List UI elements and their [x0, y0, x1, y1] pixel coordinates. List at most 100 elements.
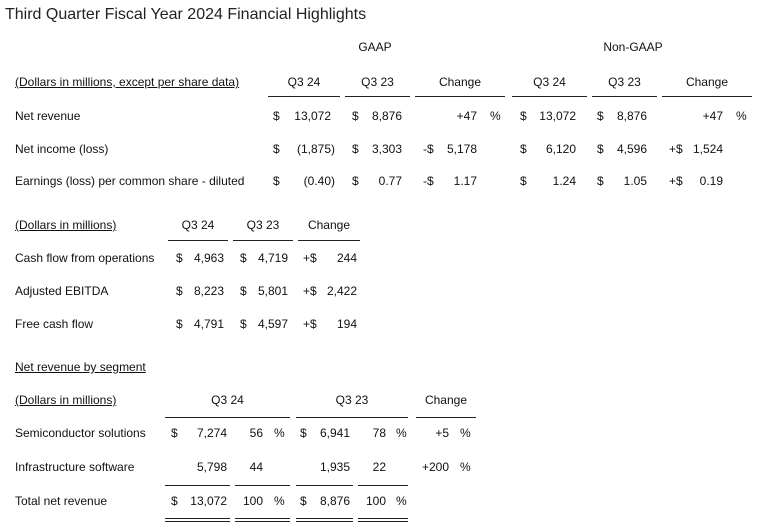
- total-double-rule: [358, 518, 408, 522]
- row-label: Free cash flow: [15, 317, 94, 331]
- sec3-col-q3-23: Q3 23: [335, 393, 369, 407]
- currency-symbol: $: [300, 494, 307, 508]
- header-rule: [512, 96, 587, 97]
- row-label: Adjusted EBITDA: [15, 284, 109, 298]
- currency-symbol: $: [273, 174, 280, 188]
- currency-symbol: $: [240, 251, 247, 265]
- row-label: Net income (loss): [15, 142, 109, 156]
- header-rule: [233, 240, 293, 241]
- percent-symbol: %: [396, 494, 407, 508]
- gaap-change-value: +47: [456, 109, 477, 123]
- percent-symbol: %: [460, 426, 471, 440]
- header-rule: [345, 96, 410, 97]
- currency-symbol: $: [240, 284, 247, 298]
- currency-symbol: $: [597, 174, 604, 188]
- percent-symbol: %: [460, 460, 471, 474]
- q3-24-value: 7,274: [196, 426, 227, 440]
- total-double-rule: [165, 518, 230, 522]
- header-rule: [415, 96, 505, 97]
- change-sign: -$: [423, 142, 434, 156]
- gaap-q3-23-value: 0.77: [378, 174, 402, 188]
- nongaap-q3-23-value: 8,876: [616, 109, 647, 123]
- nongaap-col-change: Change: [685, 75, 729, 89]
- total-double-rule: [235, 518, 290, 522]
- sec2-col-q3-24: Q3 24: [181, 218, 215, 232]
- header-rule: [268, 96, 340, 97]
- gaap-q3-24-value: (1,875): [296, 142, 335, 156]
- change-sign: -$: [423, 174, 434, 188]
- percent-symbol: %: [274, 494, 285, 508]
- gaap-q3-23-value: 8,876: [371, 109, 402, 123]
- header-rule: [416, 417, 476, 418]
- header-rule: [165, 417, 290, 418]
- nongaap-q3-23-value: 1.05: [623, 174, 647, 188]
- q3-24-value: 8,223: [193, 284, 224, 298]
- sec2-header-label: (Dollars in millions): [15, 218, 117, 232]
- currency-symbol: $: [300, 426, 307, 440]
- segment-section-title: Net revenue by segment: [15, 360, 146, 374]
- currency-symbol: $: [520, 174, 527, 188]
- currency-symbol: $: [597, 142, 604, 156]
- percent-symbol: %: [490, 109, 501, 123]
- currency-symbol: $: [176, 317, 183, 331]
- currency-symbol: $: [352, 174, 359, 188]
- nongaap-group-label: Non-GAAP: [603, 40, 663, 54]
- q3-23-value: 4,597: [257, 317, 288, 331]
- q3-23-value: 6,941: [319, 426, 350, 440]
- q3-24-value: 4,963: [193, 251, 224, 265]
- gaap-change-value: 1.17: [453, 174, 477, 188]
- currency-symbol: $: [240, 317, 247, 331]
- total-double-rule: [296, 518, 353, 522]
- q3-23-value: 1,935: [319, 460, 350, 474]
- row-label: Infrastructure software: [15, 460, 135, 474]
- header-rule: [662, 96, 752, 97]
- nongaap-q3-24-value: 6,120: [545, 142, 576, 156]
- gaap-q3-24-value: 13,072: [294, 109, 331, 123]
- sec1-header-label: (Dollars in millions, except per share d…: [15, 75, 240, 89]
- row-label: Semiconductor solutions: [15, 426, 146, 440]
- nongaap-change-value: 0.19: [699, 174, 723, 188]
- gaap-q3-23-value: 3,303: [371, 142, 402, 156]
- currency-symbol: $: [520, 109, 527, 123]
- q3-23-percent: 78: [372, 426, 386, 440]
- header-rule: [296, 417, 408, 418]
- header-rule: [592, 96, 657, 97]
- q3-23-value: 5,801: [257, 284, 288, 298]
- sec2-col-q3-23: Q3 23: [246, 218, 280, 232]
- nongaap-col-q3-24: Q3 24: [533, 75, 566, 89]
- header-rule: [298, 240, 360, 241]
- percent-symbol: %: [274, 426, 285, 440]
- gaap-col-change: Change: [438, 75, 482, 89]
- currency-symbol: $: [171, 494, 178, 508]
- change-value: +200: [421, 460, 449, 474]
- change-value: +5: [435, 426, 449, 440]
- q3-24-value: 13,072: [190, 494, 227, 508]
- currency-symbol: $: [352, 142, 359, 156]
- subtotal-rule: [296, 485, 353, 486]
- currency-symbol: $: [176, 284, 183, 298]
- change-sign: +$: [303, 317, 317, 331]
- q3-23-value: 8,876: [319, 494, 350, 508]
- sec3-col-q3-24: Q3 24: [211, 393, 244, 407]
- nongaap-q3-23-value: 4,596: [616, 142, 647, 156]
- gaap-change-value: 5,178: [446, 142, 477, 156]
- q3-23-value: 4,719: [257, 251, 288, 265]
- percent-symbol: %: [396, 426, 407, 440]
- subtotal-rule: [358, 485, 408, 486]
- sec3-col-change: Change: [424, 393, 468, 407]
- change-sign: +$: [669, 174, 683, 188]
- q3-24-percent: 100: [242, 494, 263, 508]
- currency-symbol: $: [520, 142, 527, 156]
- change-sign: +$: [669, 142, 683, 156]
- q3-23-percent: 22: [372, 460, 386, 474]
- sec3-header-label: (Dollars in millions): [15, 393, 117, 407]
- change-value: 244: [336, 251, 357, 265]
- change-value: 194: [336, 317, 357, 331]
- nongaap-change-value: 1,524: [692, 142, 723, 156]
- nongaap-col-q3-23: Q3 23: [608, 75, 641, 89]
- change-sign: +$: [303, 251, 317, 265]
- q3-24-percent: 44: [249, 460, 263, 474]
- currency-symbol: $: [273, 109, 280, 123]
- q3-24-value: 5,798: [196, 460, 227, 474]
- subtotal-rule: [235, 485, 290, 486]
